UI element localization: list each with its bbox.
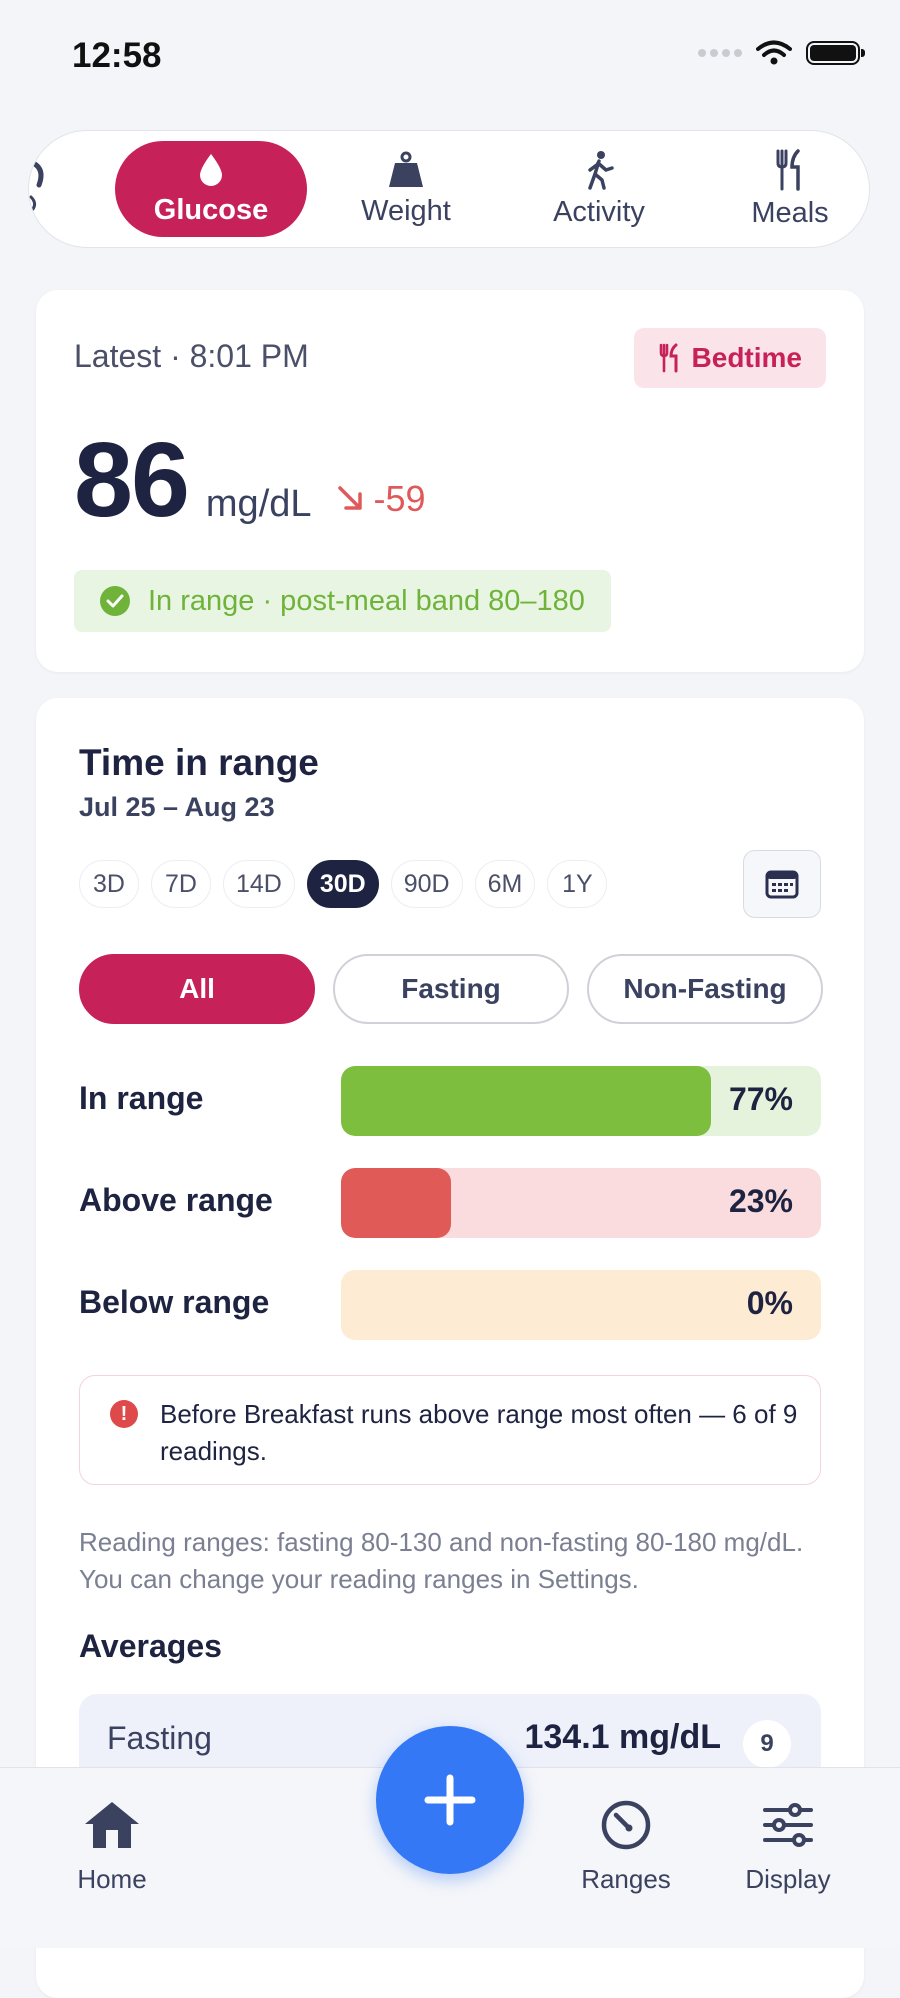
reading-unit: mg/dL — [205, 483, 312, 525]
reading-value: 86 — [74, 421, 190, 539]
in-range-status-text: In range · post-meal band 80–180 — [148, 584, 585, 617]
meal-tag: Bedtime — [633, 328, 826, 388]
filter-fasting[interactable]: Fasting — [333, 954, 569, 1024]
range-bar-track: 77% — [341, 1066, 821, 1136]
tab-glucose[interactable]: Glucose — [115, 141, 307, 237]
date-range: Jul 25 – Aug 23 — [79, 792, 275, 822]
range-bar-track: 0% — [341, 1270, 821, 1340]
nav-display-label: Display — [745, 1864, 831, 1894]
range-percent: 0% — [746, 1285, 793, 1321]
insight-callout[interactable]: ! Before Breakfast runs above range most… — [79, 1375, 821, 1485]
partial-tab-icon[interactable] — [29, 155, 45, 215]
fork-knife-icon — [776, 148, 800, 191]
add-reading-button[interactable] — [376, 1726, 524, 1874]
average-label: Fasting — [107, 1720, 212, 1756]
sliders-icon — [763, 1803, 813, 1847]
calendar-button[interactable] — [743, 850, 821, 918]
tab-weight[interactable]: Weight — [331, 141, 481, 237]
alert-icon: ! — [110, 1400, 138, 1428]
latest-reading-card[interactable]: Latest · 8:01 PM Bedtime 86 mg/dL -59 In… — [36, 290, 864, 672]
range-bar-track: 23% — [341, 1168, 821, 1238]
status-bar: 12:58 — [0, 0, 900, 110]
reading-type-filters: All Fasting Non-Fasting — [79, 954, 823, 1024]
status-icons — [698, 40, 865, 66]
fork-knife-icon — [659, 343, 678, 373]
nav-home[interactable]: Home — [62, 1798, 162, 1895]
insight-text: Before Breakfast runs above range most o… — [160, 1399, 798, 1466]
period-14d[interactable]: 14D — [223, 860, 295, 908]
range-row-above-range: Above range 23% — [79, 1168, 821, 1238]
period-1y[interactable]: 1Y — [547, 860, 608, 908]
signal-icon — [698, 49, 742, 57]
trend-delta: -59 — [373, 478, 426, 519]
period-30d[interactable]: 30D — [306, 860, 379, 908]
nav-ranges[interactable]: Ranges — [570, 1798, 682, 1895]
walking-icon — [588, 150, 614, 190]
meal-tag-label: Bedtime — [691, 342, 802, 373]
nav-ranges-label: Ranges — [581, 1864, 671, 1894]
tab-meals[interactable]: Meals — [717, 141, 863, 237]
average-count-badge: 9 — [743, 1720, 791, 1768]
tab-label: Activity — [553, 195, 645, 228]
calendar-icon — [765, 870, 799, 899]
status-time: 12:58 — [72, 36, 162, 75]
tab-label: Glucose — [153, 193, 269, 226]
reading-row: 86 mg/dL -59 — [74, 420, 426, 541]
averages-title: Averages — [79, 1628, 222, 1664]
range-row-in-range: In range 77% — [79, 1066, 821, 1136]
wifi-icon — [756, 40, 792, 65]
section-title: Time in range — [79, 742, 319, 783]
nav-display[interactable]: Display — [736, 1798, 840, 1895]
ranges-note: Reading ranges: fasting 80-130 and non-f… — [79, 1527, 804, 1594]
average-value: 134.1 mg/dL — [524, 1718, 721, 1756]
metric-tabs: Glucose Weight Activity Meals — [28, 130, 870, 248]
plus-icon — [424, 1774, 476, 1826]
tab-activity[interactable]: Activity — [517, 141, 681, 237]
tab-label: Weight — [361, 194, 451, 227]
period-6m[interactable]: 6M — [474, 860, 536, 908]
period-90d[interactable]: 90D — [390, 860, 463, 908]
period-7d[interactable]: 7D — [151, 860, 211, 908]
range-label: In range — [79, 1080, 204, 1116]
filter-all[interactable]: All — [79, 954, 315, 1024]
tab-label: Meals — [751, 196, 829, 229]
period-selector: 3D 7D 14D 30D 90D 6M 1Y — [79, 860, 608, 908]
period-3d[interactable]: 3D — [79, 860, 139, 908]
filter-non-fasting[interactable]: Non-Fasting — [587, 954, 823, 1024]
weight-icon — [389, 151, 423, 187]
range-row-below-range: Below range 0% — [79, 1270, 821, 1340]
range-percent: 23% — [728, 1183, 793, 1219]
range-label: Below range — [79, 1284, 270, 1320]
range-label: Above range — [79, 1182, 273, 1218]
in-range-status: In range · post-meal band 80–180 — [74, 570, 611, 632]
range-bar-fill — [341, 1168, 452, 1238]
home-icon — [85, 1802, 139, 1848]
latest-time-label: Latest · 8:01 PM — [74, 338, 309, 374]
trend-indicator: -59 — [334, 478, 426, 520]
arrow-down-right-icon — [337, 486, 362, 510]
check-circle-icon — [100, 586, 130, 616]
gauge-icon — [601, 1800, 651, 1850]
range-bar-fill — [341, 1066, 711, 1136]
battery-icon — [806, 41, 865, 65]
drop-icon — [200, 153, 222, 186]
nav-home-label: Home — [77, 1864, 147, 1894]
range-percent: 77% — [728, 1081, 793, 1117]
